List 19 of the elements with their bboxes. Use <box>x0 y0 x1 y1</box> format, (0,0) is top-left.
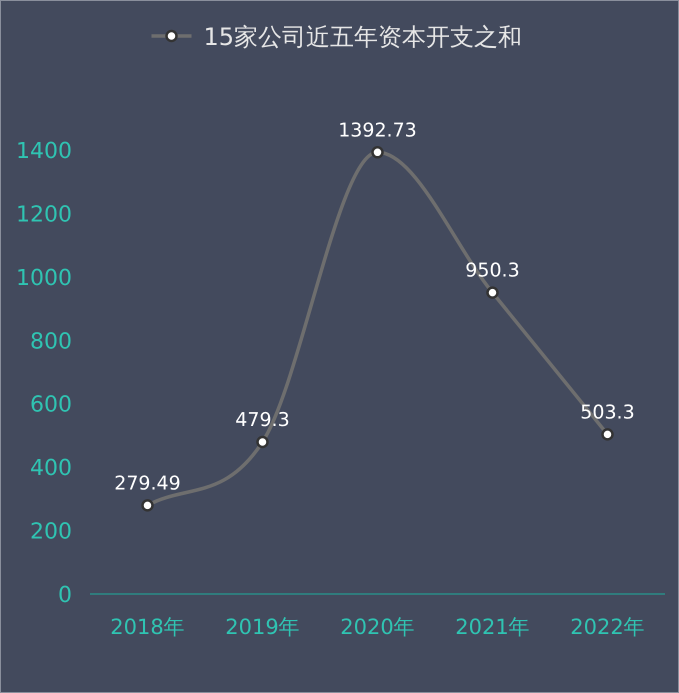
y-tick-label: 800 <box>30 329 72 354</box>
y-tick-label: 1000 <box>16 266 72 291</box>
x-tick-label: 2019年 <box>225 615 300 639</box>
legend-label: 15家公司近五年资本开支之和 <box>204 23 522 51</box>
data-label: 279.49 <box>114 472 181 494</box>
x-tick-label: 2018年 <box>110 615 185 639</box>
data-label: 479.3 <box>235 408 290 431</box>
data-label: 1392.73 <box>338 119 417 142</box>
y-tick-label: 0 <box>58 583 72 608</box>
data-label: 503.3 <box>580 401 635 424</box>
y-tick-label: 1200 <box>16 202 72 228</box>
y-tick-label: 200 <box>30 520 72 545</box>
y-tick-label: 600 <box>30 392 72 418</box>
x-tick-label: 2022年 <box>570 615 645 639</box>
y-tick-label: 400 <box>30 456 72 482</box>
y-tick-label: 1400 <box>16 139 72 164</box>
data-label: 950.3 <box>465 260 520 282</box>
x-tick-label: 2020年 <box>340 615 415 639</box>
x-tick-label: 2021年 <box>455 615 530 639</box>
